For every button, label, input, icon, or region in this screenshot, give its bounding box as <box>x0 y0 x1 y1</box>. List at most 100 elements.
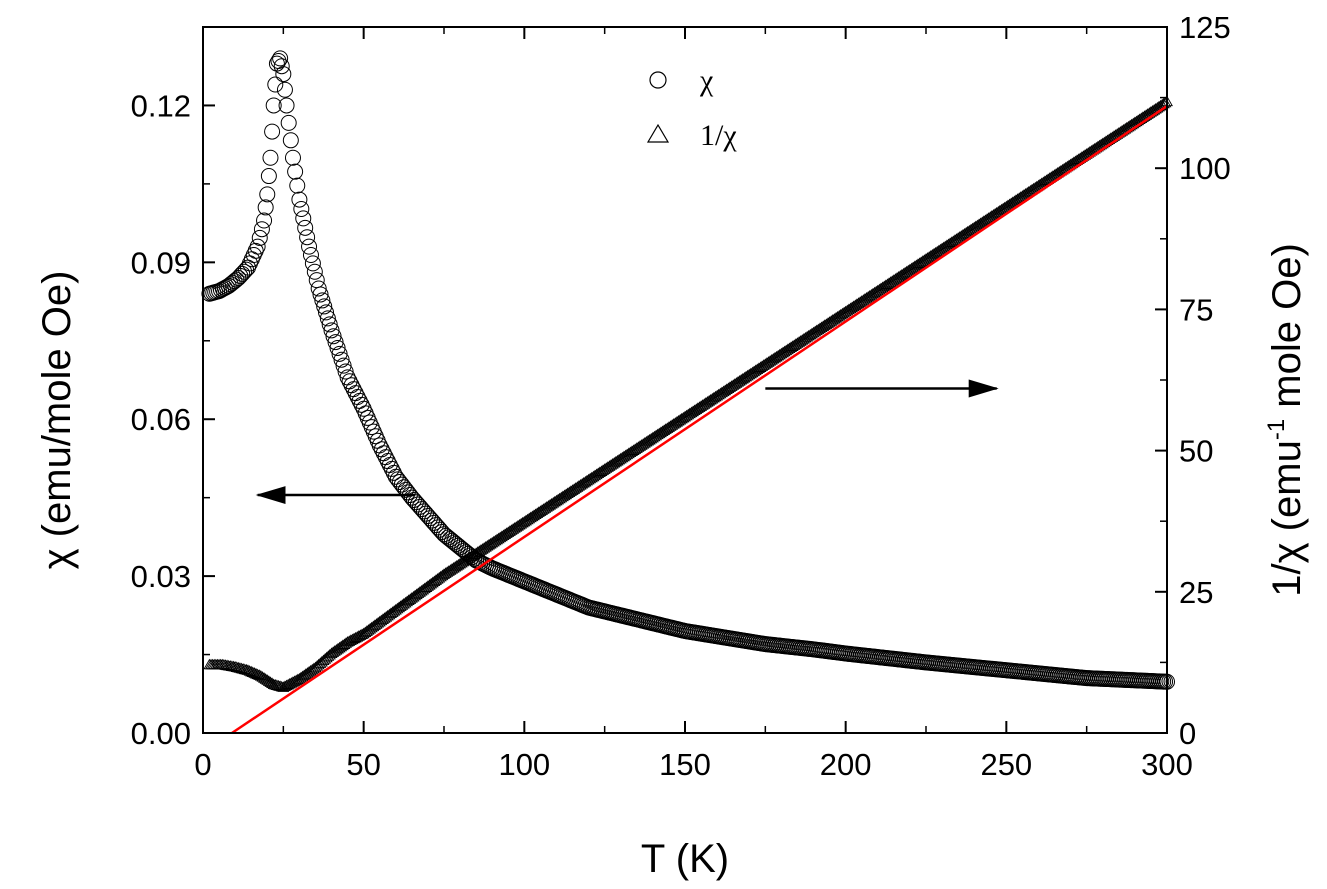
x-axis-title: T (K) <box>641 837 729 881</box>
plot-area <box>201 50 1175 735</box>
chi-point <box>312 286 329 303</box>
x-tick-label: 100 <box>498 747 550 782</box>
legend-label-inverse-chi: 1/χ <box>700 119 737 152</box>
chi-point <box>253 221 270 238</box>
inverse-chi-point <box>262 675 275 686</box>
series-chi <box>201 50 1175 690</box>
series-inverse-chi <box>203 95 1173 692</box>
chi-point <box>265 97 282 114</box>
legend-triangle-icon <box>646 123 670 143</box>
chi-point <box>260 168 277 185</box>
chi-point <box>327 334 344 351</box>
chi-point <box>236 263 253 280</box>
inverse-chi-point <box>248 667 261 678</box>
chi-point <box>273 58 290 75</box>
chi-point <box>257 199 274 216</box>
chi-point <box>321 316 338 333</box>
y-right-tick-label: 0 <box>1179 716 1196 751</box>
y-left-tick-label: 0.00 <box>131 716 191 751</box>
chi-point <box>438 527 455 544</box>
y-right-axis-title: 1/χ (emu-1 mole Oe) <box>1263 243 1309 597</box>
chi-point <box>436 526 452 543</box>
inverse-chi-point <box>306 663 319 675</box>
chi-point <box>383 460 400 477</box>
chi-point <box>448 536 465 553</box>
inverse-chi-point <box>253 669 266 680</box>
inverse-chi-point <box>266 677 279 688</box>
x-tick-label: 150 <box>659 747 711 782</box>
chi-point <box>297 219 314 236</box>
chi-point <box>278 97 295 114</box>
chi-point <box>329 339 346 356</box>
x-tick-label: 300 <box>1141 747 1193 782</box>
y-left-tick-label: 0.06 <box>131 402 191 437</box>
chi-point <box>331 345 348 362</box>
y-right-title-base: 1/χ (emu <box>1265 440 1309 597</box>
inverse-chi-point <box>245 665 258 677</box>
legend: χ 1/χ <box>646 64 737 152</box>
inverse-chi-point <box>322 650 335 661</box>
axis-titles: T (K) χ (emu/mole Oe) 1/χ (emu-1 mole Oe) <box>35 243 1309 881</box>
chi-point <box>301 238 318 255</box>
chi-point <box>304 255 321 272</box>
chi-point <box>251 229 268 246</box>
inverse-chi-point <box>243 665 256 676</box>
inverse-chi-point <box>290 674 303 686</box>
inverse-chi-point <box>307 662 320 674</box>
y-left-tick-label: 0.09 <box>131 245 191 280</box>
chi-point <box>276 81 293 98</box>
inverse-chi-point <box>261 674 274 685</box>
chi-point <box>333 351 350 368</box>
x-tick-label: 50 <box>346 747 380 782</box>
inverse-chi-point <box>242 664 254 675</box>
chi-point <box>306 263 323 280</box>
legend-circle-icon <box>649 71 667 89</box>
chi-point <box>310 280 327 297</box>
chi-point <box>444 532 461 549</box>
chi-point <box>323 322 340 339</box>
inverse-chi-point <box>254 670 267 681</box>
chi-point <box>293 200 310 217</box>
chi-point <box>454 540 471 557</box>
y-right-tick-label: 50 <box>1179 434 1213 469</box>
x-tick-label: 0 <box>194 747 211 782</box>
chi-point <box>247 242 264 259</box>
chi-point <box>446 534 463 551</box>
chi-point <box>295 210 312 227</box>
chi-point <box>450 537 467 554</box>
inverse-chi-point <box>258 672 271 683</box>
chi-point <box>318 304 335 321</box>
inverse-chi-point <box>246 666 259 678</box>
chi-point <box>262 149 279 166</box>
chi-point <box>234 265 251 282</box>
chi-point <box>452 539 469 556</box>
chi-point <box>287 163 304 180</box>
axes: 0 50 100 150 200 250 300 0.00 0.03 0.06 0.09 0.12 0 2… <box>131 10 1231 782</box>
inverse-chi-point <box>259 673 272 684</box>
chi-point <box>264 123 281 140</box>
chi-point <box>249 238 266 255</box>
x-tick-label: 250 <box>980 747 1032 782</box>
inverse-chi-point <box>354 629 367 640</box>
y-right-tick-label: 100 <box>1179 151 1231 186</box>
chi-point <box>337 363 354 380</box>
chi-point <box>353 396 370 413</box>
chi-point <box>440 529 457 546</box>
chi-point <box>245 247 262 264</box>
y-right-title-tail: mole Oe) <box>1265 243 1309 419</box>
y-left-tick-label: 0.03 <box>131 559 191 594</box>
chi-point <box>316 298 333 315</box>
fit-line <box>231 105 1168 735</box>
chi-point <box>289 177 306 194</box>
chi-point <box>259 186 276 203</box>
chi-point <box>282 132 299 149</box>
chi-point <box>314 292 331 309</box>
chi-point <box>267 76 284 93</box>
inverse-chi-point <box>256 671 269 682</box>
y-right-tick-label: 25 <box>1179 575 1213 610</box>
chi-point <box>325 328 342 345</box>
chi-point <box>299 229 316 246</box>
inverse-chi-point <box>251 668 264 680</box>
chi-point <box>284 149 301 166</box>
